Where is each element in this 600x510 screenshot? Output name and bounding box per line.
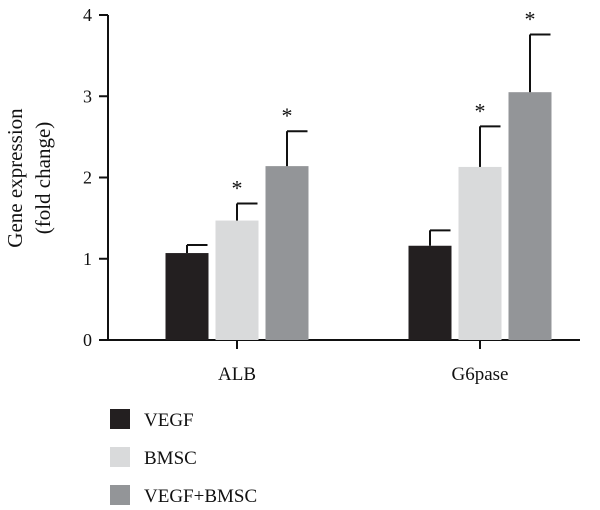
y-tick-label: 3 xyxy=(83,86,92,106)
y-axis-label-line-2: (fold change) xyxy=(31,122,55,235)
y-tick-label: 1 xyxy=(83,249,92,269)
legend-swatch xyxy=(110,447,130,467)
y-axis: 0 1 2 3 4 xyxy=(83,5,109,350)
x-category-label: G6pase xyxy=(452,364,509,385)
legend-label: VEGF+BMSC xyxy=(144,486,257,507)
bars: * * * * xyxy=(165,7,552,340)
significance-marker: * xyxy=(232,176,243,201)
legend-swatch xyxy=(110,409,130,429)
significance-marker: * xyxy=(475,98,486,123)
legend-swatch xyxy=(110,485,130,505)
y-tick-label: 0 xyxy=(83,330,92,350)
significance-marker: * xyxy=(525,7,536,32)
bar xyxy=(265,166,309,340)
significance-marker: * xyxy=(282,103,293,128)
bar xyxy=(508,92,552,340)
y-tick-label: 4 xyxy=(83,5,92,25)
x-axis: ALB G6pase xyxy=(108,339,580,385)
bar xyxy=(458,166,502,340)
legend-label: BMSC xyxy=(144,448,197,469)
legend: VEGF BMSC VEGF+BMSC xyxy=(110,409,257,507)
legend-label: VEGF xyxy=(144,410,194,431)
y-tick-label: 2 xyxy=(83,168,92,188)
x-category-label: ALB xyxy=(218,364,256,385)
y-axis-label-line-1: Gene expression xyxy=(3,108,27,248)
bar xyxy=(215,220,259,340)
bar xyxy=(408,245,452,340)
y-axis-label: Gene expression (fold change) xyxy=(3,108,55,248)
bar xyxy=(165,253,209,340)
